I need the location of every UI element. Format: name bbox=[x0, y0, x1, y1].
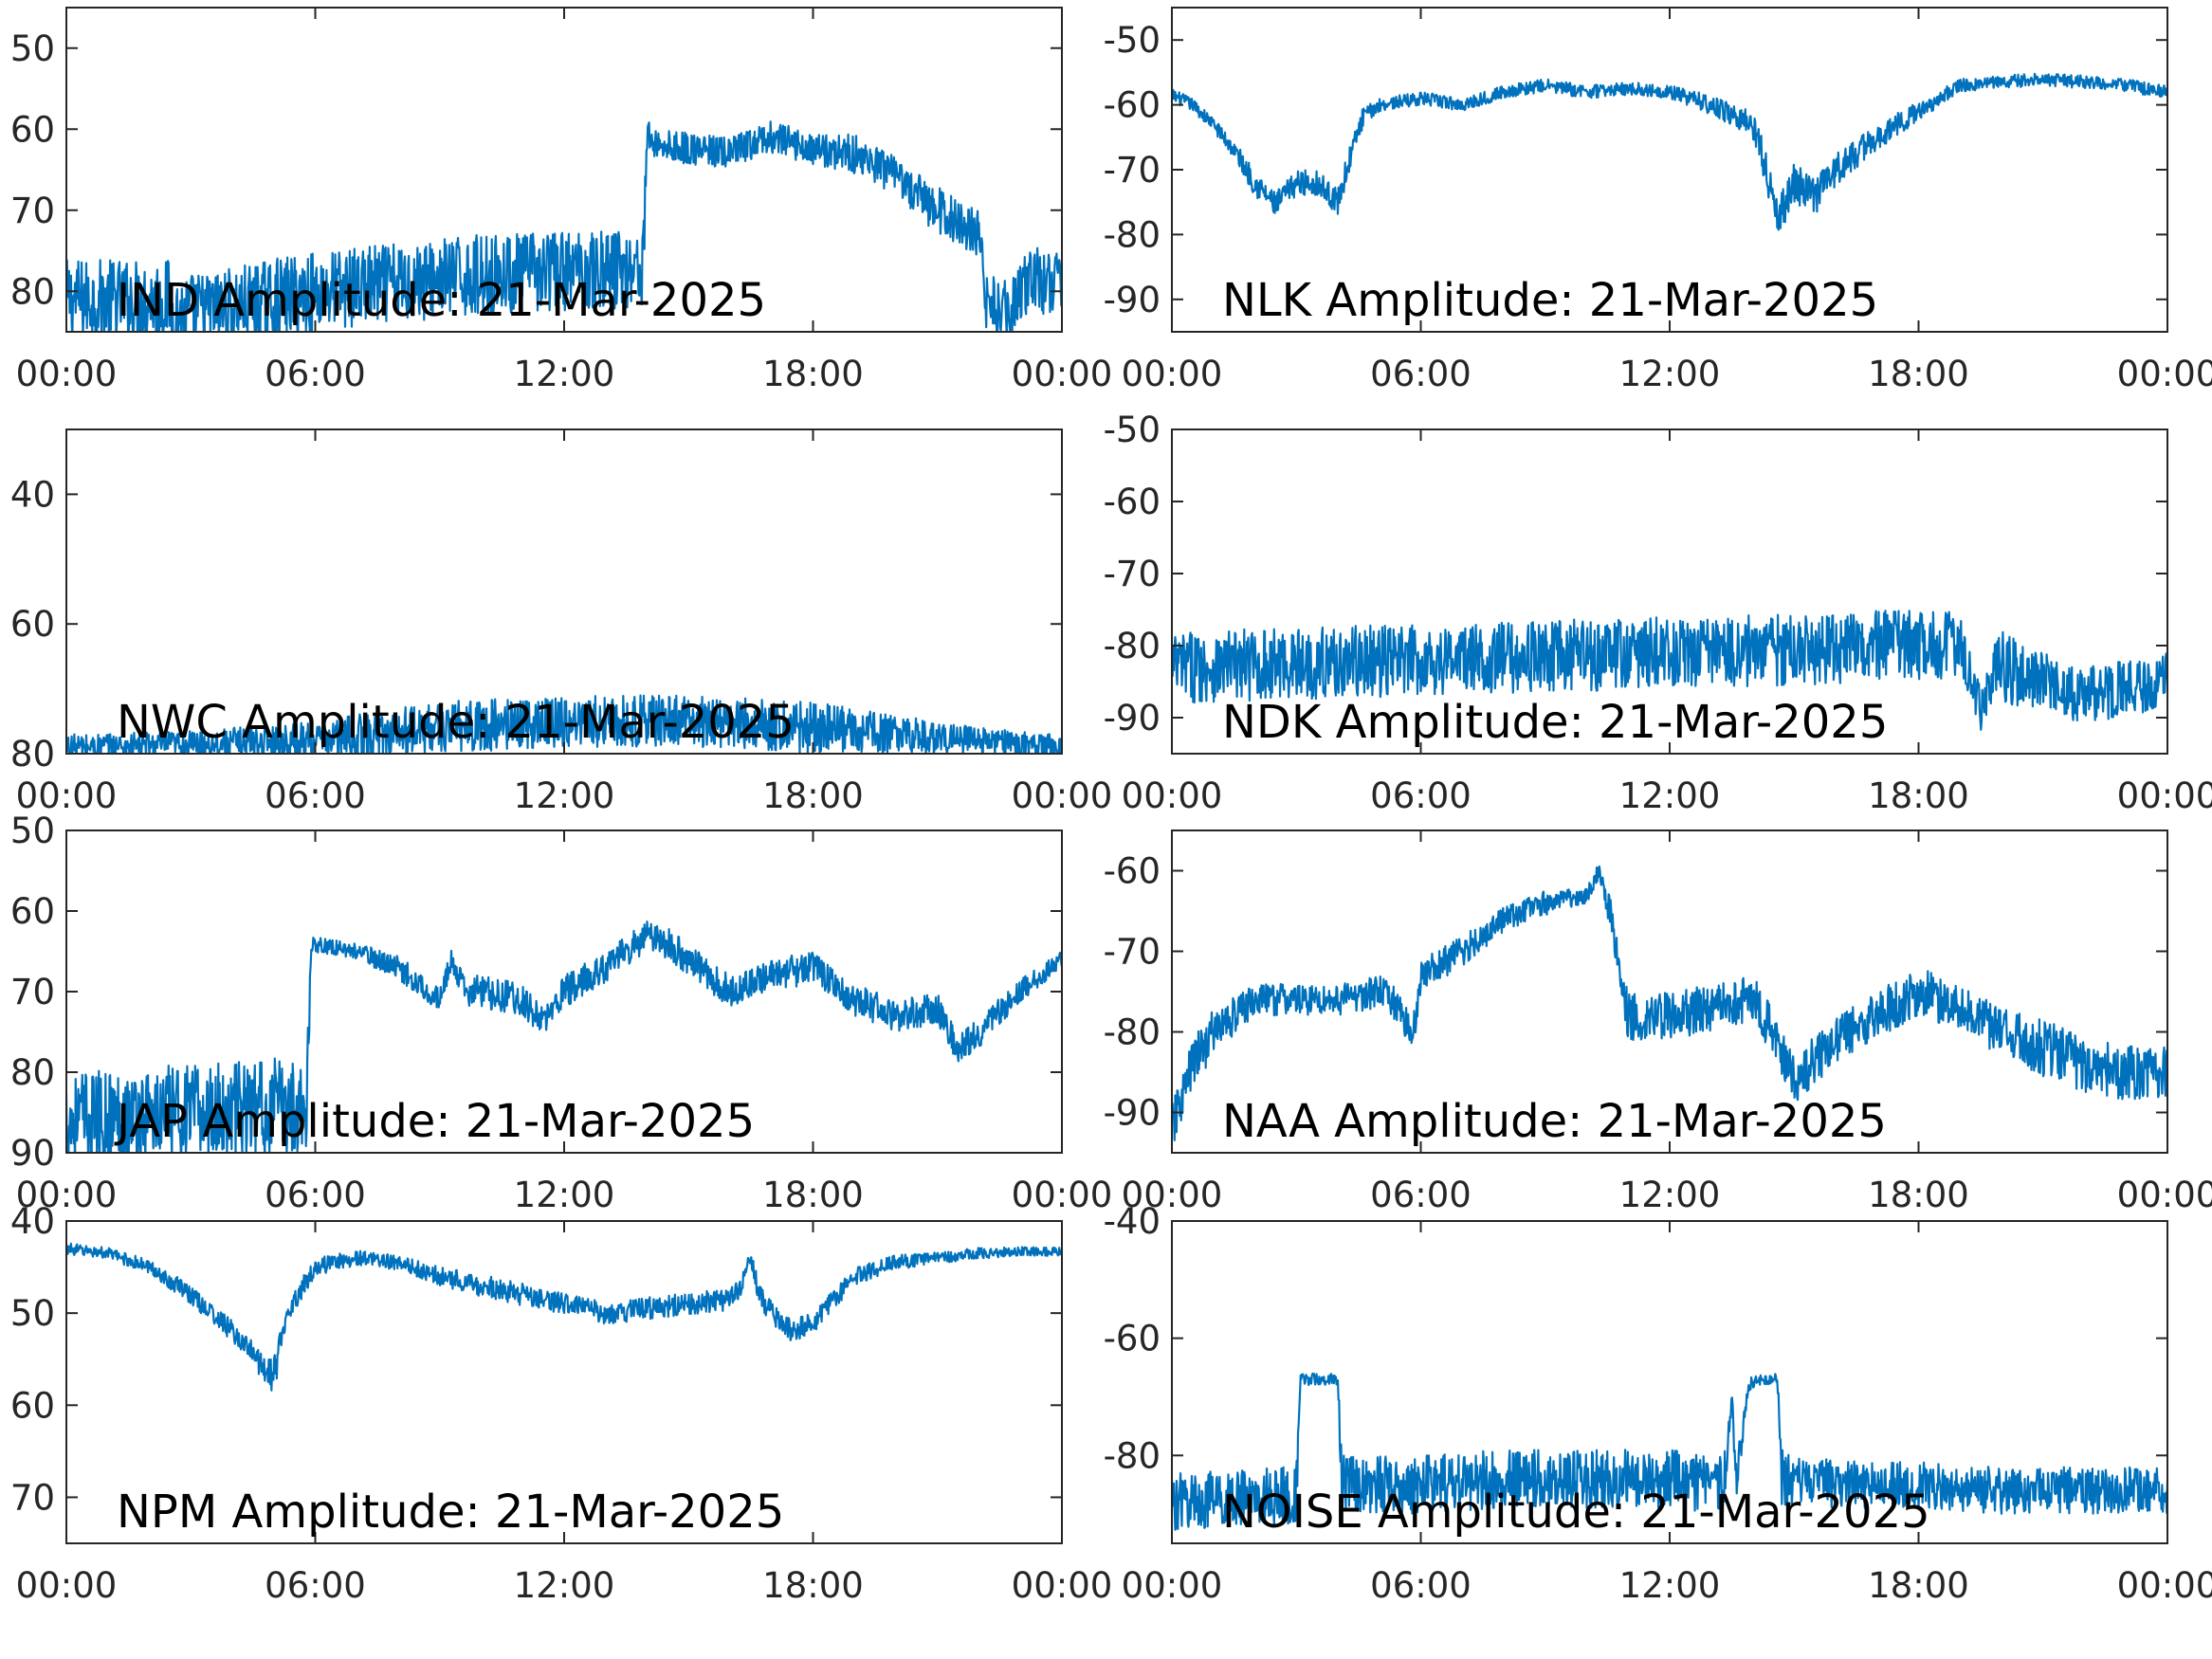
y-tick-label: -60 bbox=[1104, 85, 1161, 126]
x-tick-label: 06:00 bbox=[265, 775, 366, 816]
y-tick-label: -80 bbox=[1104, 214, 1161, 255]
y-tick-label: -80 bbox=[1104, 626, 1161, 666]
x-tick-label: 18:00 bbox=[762, 775, 864, 816]
series-line bbox=[1172, 865, 2167, 1141]
x-tick-label: 00:00 bbox=[2117, 1565, 2212, 1606]
x-tick-label: 00:00 bbox=[16, 775, 118, 816]
x-tick-label: 12:00 bbox=[514, 775, 615, 816]
panel-title: NOISE Amplitude: 21-Mar-2025 bbox=[1222, 1486, 1930, 1539]
x-tick-label: 00:00 bbox=[1122, 1175, 1223, 1215]
x-tick-label: 00:00 bbox=[1012, 1565, 1113, 1606]
x-tick-label: 06:00 bbox=[265, 1175, 366, 1215]
x-tick-label: 00:00 bbox=[16, 1565, 118, 1606]
x-tick-label: 12:00 bbox=[1619, 1175, 1721, 1215]
panel-title: IND Amplitude: 21-Mar-2025 bbox=[117, 274, 766, 327]
series-line bbox=[1172, 610, 2167, 731]
x-tick-label: 18:00 bbox=[1868, 775, 1969, 816]
y-tick-label: -50 bbox=[1104, 410, 1161, 450]
x-tick-label: 06:00 bbox=[1370, 1175, 1472, 1215]
x-tick-label: 00:00 bbox=[2117, 775, 2212, 816]
x-tick-label: 00:00 bbox=[1012, 354, 1113, 394]
panel-title: NPM Amplitude: 21-Mar-2025 bbox=[117, 1486, 784, 1539]
y-tick-label: 60 bbox=[10, 604, 55, 645]
y-tick-label: 60 bbox=[10, 1385, 55, 1426]
y-tick-label: -80 bbox=[1104, 1012, 1161, 1053]
series-line bbox=[1172, 1372, 2167, 1531]
y-tick-label: -50 bbox=[1104, 20, 1161, 61]
x-tick-label: 00:00 bbox=[16, 354, 118, 394]
y-tick-label: 40 bbox=[10, 1201, 55, 1242]
panel-title: NWC Amplitude: 21-Mar-2025 bbox=[117, 696, 795, 749]
x-tick-label: 18:00 bbox=[1868, 354, 1969, 394]
series-line bbox=[1172, 72, 2167, 231]
chart-panel-0: 00:00 06:00 12:00 18:00 00:00 50 60 70 80 IND Amp… bbox=[10, 7, 1113, 394]
x-tick-label: 18:00 bbox=[1868, 1565, 1969, 1606]
chart-panel-1: 00:00 06:00 12:00 18:00 00:00 -50 -60 -70 -80 -90… bbox=[1104, 7, 2212, 394]
x-tick-label: 00:00 bbox=[16, 1175, 118, 1215]
y-tick-label: 40 bbox=[10, 474, 55, 515]
x-tick-label: 06:00 bbox=[1370, 1565, 1472, 1606]
x-tick-label: 00:00 bbox=[1012, 1175, 1113, 1215]
y-tick-label: 80 bbox=[10, 1052, 55, 1093]
x-tick-label: 06:00 bbox=[265, 1565, 366, 1606]
y-tick-label: -80 bbox=[1104, 1435, 1161, 1476]
x-tick-label: 18:00 bbox=[762, 1175, 864, 1215]
x-tick-label: 06:00 bbox=[1370, 775, 1472, 816]
y-tick-label: 50 bbox=[10, 28, 55, 69]
x-tick-label: 12:00 bbox=[1619, 775, 1721, 816]
y-tick-label: 70 bbox=[10, 972, 55, 1012]
chart-panel-6: 00:00 06:00 12:00 18:00 00:00 40 50 60 70 NPM Amp… bbox=[10, 1201, 1112, 1606]
y-tick-label: -60 bbox=[1104, 482, 1161, 522]
x-tick-label: 12:00 bbox=[514, 354, 615, 394]
x-tick-label: 12:00 bbox=[514, 1565, 615, 1606]
y-tick-label: -70 bbox=[1104, 150, 1161, 191]
x-tick-label: 12:00 bbox=[1619, 354, 1721, 394]
x-tick-label: 12:00 bbox=[514, 1175, 615, 1215]
y-tick-label: 90 bbox=[10, 1133, 55, 1174]
y-tick-label: 50 bbox=[10, 811, 55, 851]
y-tick-label: -40 bbox=[1104, 1201, 1161, 1242]
chart-panel-7: 00:00 06:00 12:00 18:00 00:00 -40 -60 -80 NOISE … bbox=[1104, 1201, 2212, 1606]
x-tick-label: 00:00 bbox=[1122, 1565, 1223, 1606]
x-tick-label: 00:00 bbox=[1012, 775, 1113, 816]
panel-title: JAP Amplitude: 21-Mar-2025 bbox=[114, 1095, 755, 1148]
y-tick-label: -60 bbox=[1104, 851, 1161, 892]
x-tick-label: 12:00 bbox=[1619, 1565, 1721, 1606]
series-line bbox=[66, 921, 1062, 1153]
chart-panel-3: 00:00 06:00 12:00 18:00 00:00 -50 -60 -70 -80 -90… bbox=[1104, 410, 2212, 816]
y-tick-label: 50 bbox=[10, 1293, 55, 1334]
x-tick-label: 00:00 bbox=[1122, 354, 1223, 394]
y-tick-label: -90 bbox=[1104, 280, 1161, 320]
series-line bbox=[66, 1242, 1062, 1392]
x-tick-label: 00:00 bbox=[2117, 1175, 2212, 1215]
x-tick-label: 18:00 bbox=[762, 354, 864, 394]
y-tick-label: 80 bbox=[10, 734, 55, 775]
series-line bbox=[66, 120, 1062, 332]
y-tick-label: -70 bbox=[1104, 932, 1161, 973]
chart-panel-2: 00:00 06:00 12:00 18:00 00:00 40 60 80 NWC Ampli… bbox=[10, 428, 1113, 816]
x-tick-label: 18:00 bbox=[762, 1565, 864, 1606]
y-tick-label: 70 bbox=[10, 1477, 55, 1518]
y-tick-label: -70 bbox=[1104, 554, 1161, 594]
y-tick-label: 80 bbox=[10, 271, 55, 312]
x-tick-label: 00:00 bbox=[1122, 775, 1223, 816]
x-tick-label: 06:00 bbox=[1370, 354, 1472, 394]
panel-title: NDK Amplitude: 21-Mar-2025 bbox=[1222, 696, 1888, 749]
chart-panel-5: 00:00 06:00 12:00 18:00 00:00 -60 -70 -80 -90 NAA… bbox=[1104, 830, 2212, 1215]
panel-title: NAA Amplitude: 21-Mar-2025 bbox=[1222, 1095, 1887, 1148]
chart-panel-4: 00:00 06:00 12:00 18:00 00:00 50 60 70 80 90 JAP A… bbox=[10, 811, 1112, 1215]
x-tick-label: 00:00 bbox=[2117, 354, 2212, 394]
panel-title: NLK Amplitude: 21-Mar-2025 bbox=[1222, 274, 1878, 327]
y-tick-label: -90 bbox=[1104, 698, 1161, 738]
y-tick-label: 60 bbox=[10, 109, 55, 150]
y-tick-label: 60 bbox=[10, 891, 55, 932]
x-tick-label: 06:00 bbox=[265, 354, 366, 394]
x-tick-label: 18:00 bbox=[1868, 1175, 1969, 1215]
y-tick-label: 70 bbox=[10, 191, 55, 231]
y-tick-label: -90 bbox=[1104, 1093, 1161, 1134]
y-tick-label: -60 bbox=[1104, 1319, 1161, 1359]
